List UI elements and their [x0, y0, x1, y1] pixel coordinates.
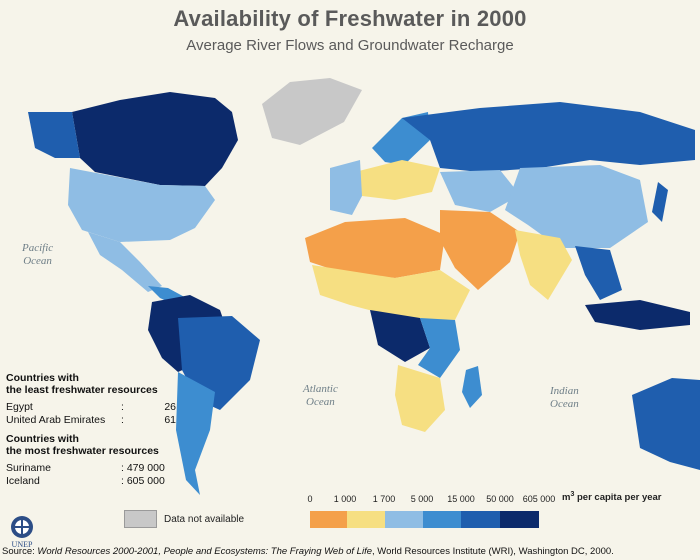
- legend-tick: 605 000: [522, 494, 556, 504]
- region-southern-africa: [395, 365, 445, 432]
- legend-swatch-5: [500, 511, 539, 528]
- region-sahel: [312, 265, 470, 320]
- legend-swatch-0: [310, 511, 347, 528]
- region-south-asia: [515, 230, 572, 300]
- ocean-word: Ocean: [550, 398, 579, 410]
- region-central-africa: [370, 310, 430, 362]
- country-name: Egypt: [6, 401, 33, 413]
- unit-exponent: 3: [570, 491, 575, 498]
- ocean-word: Ocean: [23, 255, 52, 267]
- legend-swatch-4: [461, 511, 500, 528]
- legend-tick: 0: [307, 494, 313, 504]
- resource-stats-panel: Countries with the least freshwater reso…: [6, 372, 176, 487]
- region-central-europe: [355, 160, 440, 200]
- ocean-word: Ocean: [306, 396, 335, 408]
- region-alaska: [28, 112, 80, 158]
- region-middle-east: [440, 210, 520, 290]
- region-usa: [68, 168, 215, 242]
- ocean-label-atlantic: Atlantic Ocean: [303, 383, 338, 409]
- globe-icon: [11, 516, 33, 538]
- source-publisher: , World Resources Institute (WRI), Washi…: [372, 546, 614, 557]
- ocean-label-indian: Indian Ocean: [550, 385, 579, 411]
- region-madagascar: [462, 366, 482, 408]
- stat-row: Suriname : 479 000: [6, 462, 176, 475]
- unep-logo-text: UNEP: [11, 540, 33, 549]
- map-subtitle: Average River Flows and Groundwater Rech…: [186, 37, 514, 54]
- region-western-europe: [330, 160, 362, 215]
- ocean-name: Indian: [550, 385, 579, 397]
- most-heading-2: the most freshwater resources: [6, 445, 159, 457]
- most-heading-1: Countries with: [6, 433, 79, 445]
- region-australia: [632, 378, 700, 470]
- country-name: Suriname: [6, 462, 51, 474]
- unit-m: m: [562, 492, 571, 504]
- separator: :: [121, 413, 124, 426]
- unep-logo: UNEP: [8, 514, 36, 554]
- no-data-swatch: [124, 510, 157, 528]
- legend-tick: 1 700: [372, 494, 396, 504]
- region-canada: [72, 92, 238, 186]
- source-footer: Source: World Resources 2000-2001, Peopl…: [0, 546, 700, 560]
- map-title: Availability of Freshwater in 2000: [173, 6, 527, 31]
- legend-tick: 5 000: [410, 494, 434, 504]
- region-japan: [652, 182, 668, 222]
- region-north-africa: [305, 218, 445, 278]
- ocean-name: Atlantic: [303, 383, 338, 395]
- region-mexico: [88, 232, 162, 292]
- region-russia: [402, 102, 695, 172]
- legend-tick: 50 000: [486, 494, 514, 504]
- region-indonesia: [585, 300, 690, 330]
- country-value: 26: [164, 401, 176, 413]
- legend-swatch-2: [385, 511, 423, 528]
- country-name: United Arab Emirates: [6, 413, 106, 426]
- legend-swatch-1: [347, 511, 385, 528]
- region-central-asia: [440, 170, 520, 212]
- region-greenland: [262, 78, 362, 145]
- no-data-label: Data not available: [164, 514, 245, 525]
- legend-unit: m3 per capita per year: [562, 491, 662, 503]
- legend-tick: 15 000: [447, 494, 475, 504]
- region-east-africa: [418, 318, 460, 378]
- unit-text: per capita per year: [574, 492, 662, 504]
- stat-row: Egypt : 26: [6, 401, 176, 414]
- stat-row: Iceland : 605 000: [6, 475, 176, 488]
- color-legend: 0 1 000 1 700 5 000 15 000 50 000 605 00…: [307, 491, 698, 534]
- ocean-label-pacific: Pacific Ocean: [22, 242, 53, 268]
- least-heading-1: Countries with: [6, 372, 79, 384]
- least-heading-2: the least freshwater resources: [6, 384, 158, 396]
- legend-swatch-3: [423, 511, 461, 528]
- region-southeast-asia: [575, 246, 622, 300]
- stat-row: United Arab Emirates : 61: [6, 414, 176, 427]
- legend-tick: 1 000: [333, 494, 357, 504]
- source-title: World Resources 2000-2001, People and Ec…: [37, 546, 372, 557]
- source-prefix: Source:: [2, 546, 38, 557]
- ocean-name: Pacific: [22, 242, 54, 254]
- region-china: [505, 165, 648, 248]
- country-value: : 605 000: [121, 474, 165, 487]
- separator: :: [121, 401, 124, 413]
- region-southern-cone: [176, 372, 215, 495]
- country-name: Iceland: [6, 474, 40, 487]
- country-value: : 479 000: [121, 462, 165, 474]
- country-value: 61: [164, 413, 176, 426]
